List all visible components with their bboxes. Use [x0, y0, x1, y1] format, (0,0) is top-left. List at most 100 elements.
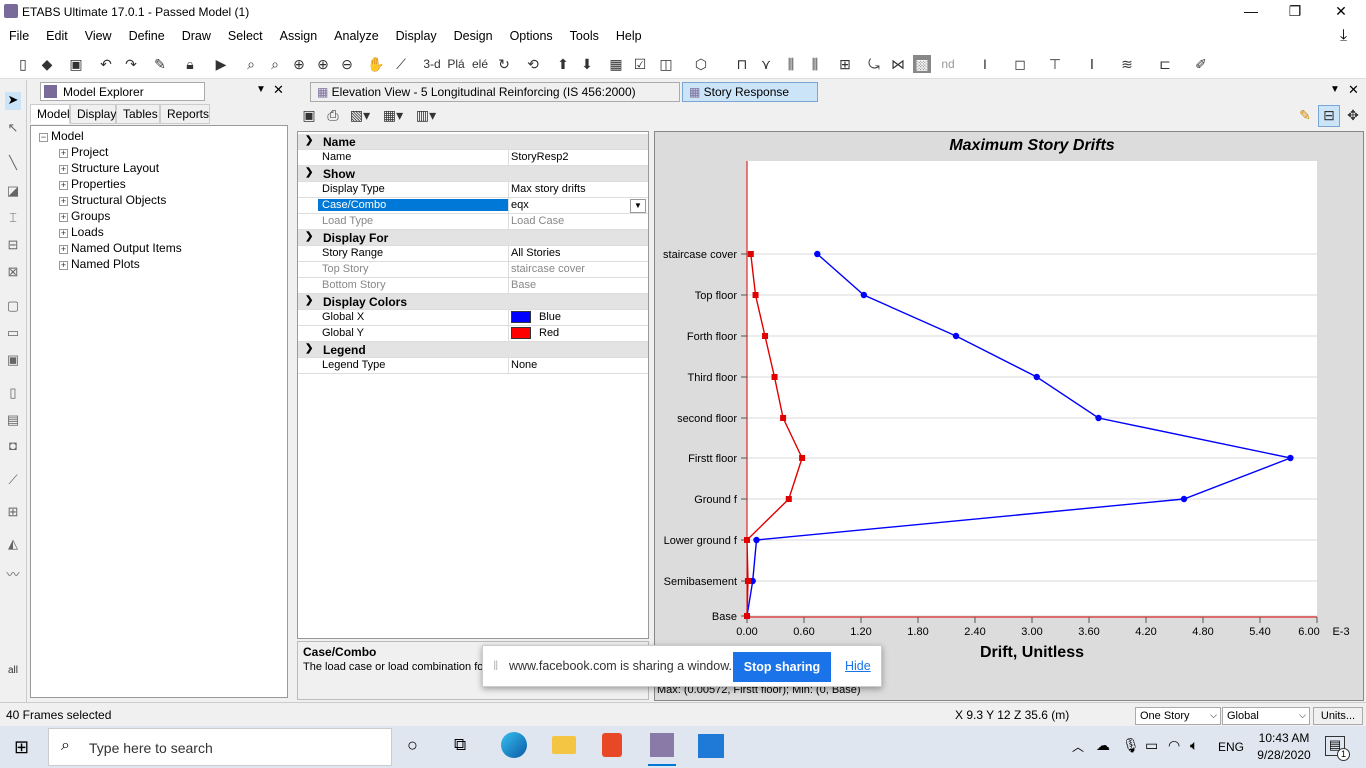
pan-icon[interactable]: ✋ [367, 56, 385, 72]
zoom-prev-icon[interactable]: ⊖ [341, 56, 353, 72]
measure-icon[interactable]: ⟋ [396, 56, 406, 72]
row-name[interactable]: Name StoryResp2 [298, 150, 648, 166]
draw-brace-icon[interactable]: ◪ [6, 183, 20, 198]
volume-icon[interactable]: 🔈︎ [1190, 737, 1199, 753]
perspective-icon[interactable]: ⟲ [527, 56, 539, 72]
tab-elevation-view[interactable]: ▦ Elevation View - 5 Longitudinal Reinfo… [310, 82, 680, 102]
tree-node-loads[interactable]: + Loads [59, 225, 104, 239]
category-name[interactable]: ❯ Name [298, 134, 648, 150]
draw-grid-icon[interactable]: ⊞ [7, 504, 19, 519]
move-icon[interactable]: ✥ [1347, 107, 1359, 123]
text-cursor-icon[interactable]: I [983, 56, 987, 72]
collapse-icon[interactable]: ❯ [305, 343, 314, 354]
menu-display[interactable]: Display [395, 29, 437, 43]
draw-link-icon[interactable]: ⟋ [8, 472, 18, 487]
menu-tools[interactable]: Tools [569, 29, 599, 43]
print-icon[interactable]: ⎙ [327, 107, 339, 123]
stop-sharing-button[interactable]: Stop sharing [733, 652, 831, 682]
microphone-icon[interactable]: 🎙︎ [1122, 737, 1140, 753]
open-icon[interactable]: ◆ [41, 56, 53, 72]
expand-icon[interactable]: + [59, 180, 68, 190]
menu-define[interactable]: Define [128, 29, 165, 43]
undo-icon[interactable]: ↶ [100, 56, 112, 72]
tab-model[interactable]: Model [30, 104, 70, 124]
tab-display[interactable]: Display [70, 104, 116, 124]
menu-design[interactable]: Design [453, 29, 493, 43]
minimize-button[interactable]: — [1244, 3, 1258, 19]
office-icon[interactable] [602, 733, 622, 757]
clock-date[interactable]: 9/28/2020 [1257, 748, 1311, 762]
export-icon[interactable]: ▧▾ [349, 107, 371, 123]
battery-icon[interactable]: ▭ [1145, 737, 1159, 753]
taskbar-search-box[interactable]: ⌕ Type here to search [48, 728, 392, 766]
task-view-icon[interactable]: ⧉ [454, 735, 467, 754]
save-icon[interactable]: ▣ [69, 56, 83, 72]
prop-value[interactable]: Max story drifts [511, 183, 586, 195]
render-icon[interactable]: ▩ [913, 55, 931, 73]
draw-column-icon[interactable]: ⌶ [9, 210, 17, 225]
media-player-icon[interactable] [698, 734, 724, 758]
hide-button[interactable]: Hide [845, 659, 871, 673]
category-show[interactable]: ❯ Show [298, 166, 648, 182]
draw-opening-icon[interactable]: ▣ [6, 352, 20, 367]
reshape-icon[interactable]: ↖ [7, 120, 19, 135]
clock-time[interactable]: 10:43 AM [1258, 731, 1310, 745]
shape-icon[interactable]: ⬡ [694, 56, 708, 72]
draw-pier-icon[interactable]: ▯ [9, 385, 17, 400]
expand-icon[interactable]: + [59, 148, 68, 158]
prop-value[interactable]: All Stories [511, 247, 561, 259]
fx-icon[interactable]: ⤿ [868, 56, 880, 72]
coordinate-system-select[interactable]: Global ⌵ [1222, 707, 1310, 725]
grid-icon[interactable]: ▦ [609, 56, 623, 72]
plan-view-button[interactable]: Plá [447, 57, 465, 71]
draw-point-icon[interactable]: ◘ [9, 438, 17, 453]
edge-icon[interactable] [501, 732, 527, 758]
menu-help[interactable]: Help [615, 29, 642, 43]
units-button[interactable]: Units... [1313, 707, 1363, 725]
zoom-window-icon[interactable]: ⌕ [247, 56, 255, 72]
menu-select[interactable]: Select [227, 29, 263, 43]
row-legend-type[interactable]: Legend Type None [298, 358, 648, 374]
category-display-colors[interactable]: ❯ Display Colors [298, 294, 648, 310]
tree-node-groups[interactable]: + Groups [59, 209, 110, 223]
table-frame-icon[interactable]: ⊞ [839, 56, 851, 72]
tab-tables[interactable]: Tables [116, 104, 160, 124]
explorer-close-icon[interactable]: ✕ [273, 82, 284, 97]
views-close-icon[interactable]: ✕ [1348, 82, 1359, 97]
row-global-x[interactable]: Global X Blue [298, 310, 648, 326]
menu-options[interactable]: Options [509, 29, 553, 43]
reactions-icon[interactable]: ⫼ [787, 56, 795, 72]
rotate-icon[interactable]: ↻ [498, 56, 510, 72]
explorer-menu-icon[interactable]: ▼ [256, 84, 266, 95]
draw-spring-icon[interactable]: 〰 [6, 567, 20, 582]
save-icon[interactable]: ▣ [302, 107, 316, 123]
line-style-icon[interactable]: ≋ [1121, 56, 1133, 72]
notification-icon[interactable]: ▤ [1325, 736, 1345, 756]
tree-node-project[interactable]: + Project [59, 145, 108, 159]
chevron-down-icon[interactable]: ▼ [630, 199, 646, 213]
collapse-icon[interactable]: − [39, 132, 48, 142]
check-icon[interactable]: ☑ [633, 56, 647, 72]
expand-icon[interactable]: + [59, 196, 68, 206]
row-global-y[interactable]: Global Y Red [298, 326, 648, 342]
global-x-color[interactable]: Blue [511, 311, 647, 324]
views-menu-icon[interactable]: ▼ [1330, 84, 1340, 95]
brush-icon[interactable]: ✐ [1195, 56, 1207, 72]
deform-icon[interactable]: ⋎ [760, 56, 772, 72]
redo-icon[interactable]: ↷ [125, 56, 137, 72]
menu-edit[interactable]: Edit [46, 29, 68, 43]
zoom-out-icon[interactable]: ⊕ [317, 56, 329, 72]
cortana-icon[interactable]: ○ [407, 735, 418, 755]
prop-value[interactable]: None [511, 359, 538, 371]
tab-story-response[interactable]: ▦ Story Response [682, 82, 818, 102]
row-story-range[interactable]: Story Range All Stories [298, 246, 648, 262]
menu-file[interactable]: File [9, 29, 30, 43]
wifi-icon[interactable]: ◠ [1168, 737, 1181, 753]
select-box-icon[interactable]: ◻ [1014, 56, 1026, 72]
file-explorer-icon[interactable] [552, 736, 576, 754]
page-icon[interactable]: ⊏ [1159, 56, 1171, 72]
show-hidden-icons[interactable]: ︿ [1072, 740, 1085, 754]
menu-analyze[interactable]: Analyze [334, 29, 379, 43]
collapse-icon[interactable]: ❯ [305, 167, 314, 178]
run-icon[interactable]: ▶ [215, 56, 227, 72]
